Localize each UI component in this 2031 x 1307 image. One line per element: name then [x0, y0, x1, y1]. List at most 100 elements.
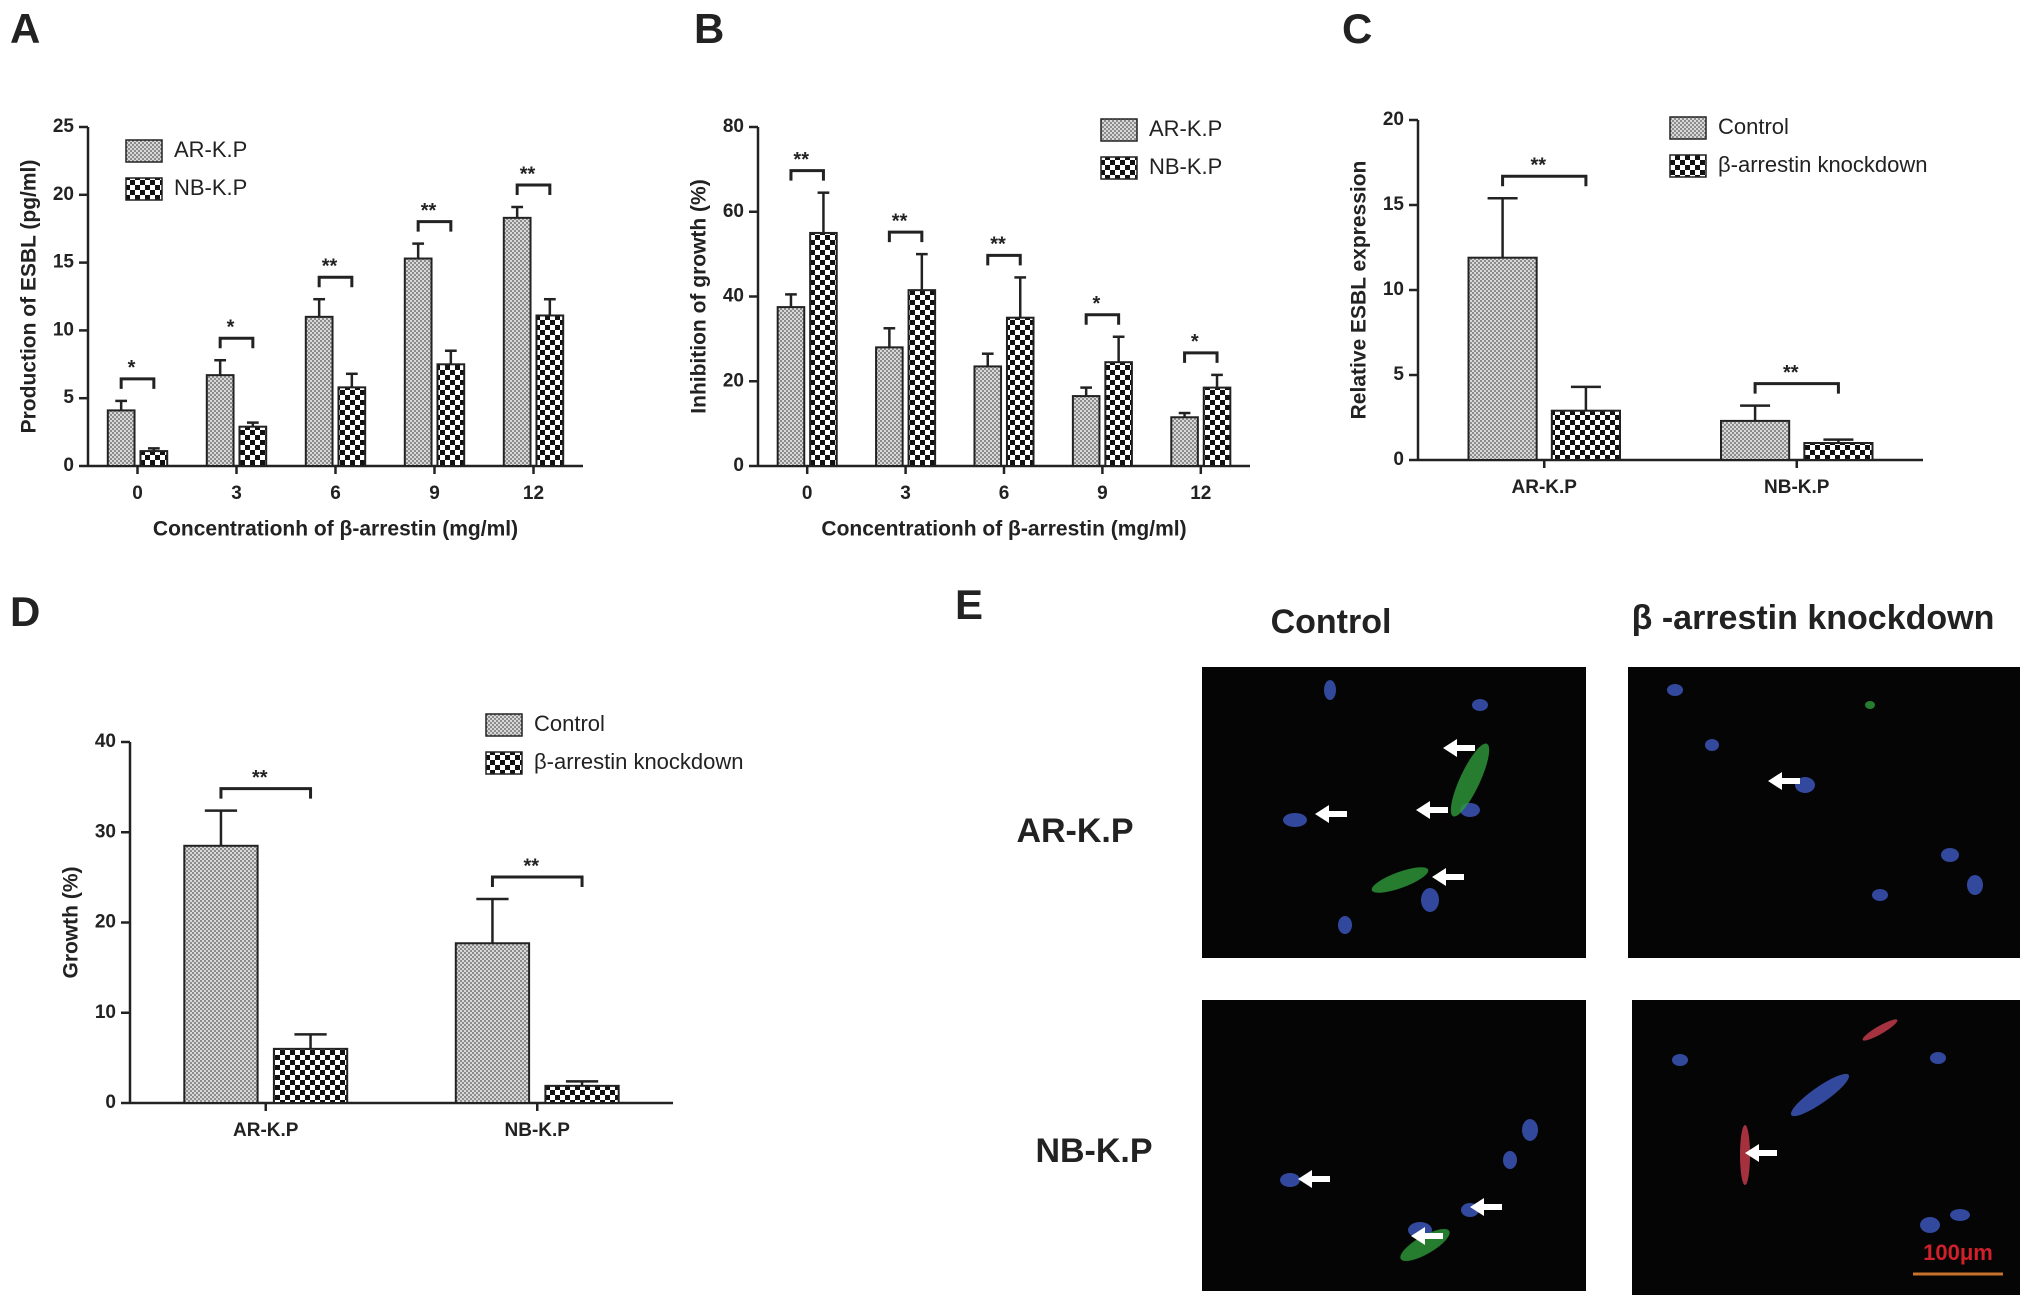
- bar: [238, 425, 268, 467]
- row-title: AR-K.P: [1016, 812, 1133, 850]
- legend-label: AR-K.P: [174, 137, 247, 162]
- significance-bracket: [515, 183, 552, 196]
- significance-bracket: [789, 169, 825, 181]
- x-tick-label: AR-K.P: [233, 1120, 299, 1141]
- error-bar: [204, 809, 238, 846]
- bar: [337, 386, 367, 467]
- bar: [809, 231, 838, 467]
- bar: [544, 1084, 620, 1105]
- error-bar: [915, 252, 928, 291]
- bar: [1550, 409, 1621, 462]
- bar: [1720, 419, 1791, 461]
- x-tick-label: 0: [802, 483, 813, 504]
- error-bar: [565, 1080, 599, 1086]
- micrograph: [1202, 1000, 1586, 1291]
- error-bar: [1112, 335, 1125, 363]
- y-axis-label: Inhibition of growth (%): [688, 179, 711, 413]
- bar: [1005, 316, 1035, 467]
- error-bar: [1570, 385, 1601, 411]
- stain: [1740, 1019, 1898, 1185]
- significance-label: **: [523, 855, 539, 877]
- x-tick-label: 6: [999, 483, 1010, 504]
- bar: [403, 257, 433, 468]
- bar: [776, 306, 806, 467]
- column-title: β -arrestin knockdown: [1632, 599, 1995, 637]
- error-bar: [294, 1033, 327, 1049]
- micrograph: [1202, 667, 1586, 958]
- legend-swatch: [485, 751, 523, 775]
- x-tick-label: 6: [330, 483, 341, 504]
- y-axis-label: Growth (%): [60, 867, 83, 979]
- error-bar: [817, 191, 830, 233]
- bar: [205, 374, 235, 468]
- bar-chart: A 0 5 10 15 20 25 Production of ESBL (pg/ml) Con…: [10, 5, 583, 541]
- panel-label: A: [10, 5, 40, 52]
- bar: [304, 315, 334, 467]
- legend-label: Control: [1718, 114, 1789, 139]
- panel-label: C: [1342, 5, 1372, 52]
- bar: [436, 363, 466, 467]
- bar: [535, 314, 565, 468]
- error-bar: [785, 293, 797, 308]
- y-tick-label: 15: [1383, 194, 1405, 215]
- y-tick-label: 10: [95, 1002, 116, 1023]
- error-bar: [1211, 373, 1223, 388]
- y-tick-label: 20: [723, 370, 744, 391]
- significance-bracket: [490, 875, 584, 888]
- bar: [907, 289, 937, 467]
- y-tick-label: 0: [105, 1092, 116, 1113]
- legend-label: NB-K.P: [174, 175, 247, 200]
- panel-label: B: [694, 5, 724, 52]
- significance-label: **: [520, 163, 536, 185]
- x-tick-label: NB-K.P: [1764, 477, 1830, 498]
- bar: [106, 409, 136, 467]
- error-bar: [412, 242, 425, 259]
- y-tick-label: 20: [95, 912, 116, 933]
- bar: [139, 450, 169, 468]
- error-bar: [1080, 386, 1093, 397]
- column-title: Control: [1271, 603, 1392, 641]
- bar: [454, 942, 531, 1104]
- arrows: [1298, 739, 1800, 1245]
- y-tick-label: 0: [1393, 449, 1404, 470]
- x-tick-label: 12: [1190, 483, 1211, 504]
- micrograph: [1628, 667, 2020, 958]
- x-tick-label: NB-K.P: [505, 1120, 571, 1141]
- error-bar: [1178, 411, 1191, 418]
- error-bar: [147, 447, 160, 452]
- error-bar: [345, 372, 358, 388]
- error-bar: [444, 349, 457, 365]
- error-bar: [1014, 276, 1027, 318]
- y-tick-label: 15: [53, 252, 75, 273]
- y-tick-label: 40: [95, 731, 116, 752]
- bar: [1803, 442, 1874, 461]
- y-tick-label: 10: [53, 319, 74, 340]
- y-tick-label: 80: [723, 116, 744, 137]
- error-bar: [313, 297, 326, 317]
- x-axis-label: Concentrationh of β-arrestin (mg/ml): [821, 518, 1186, 541]
- micrograph: [1632, 1000, 2020, 1295]
- legend-swatch: [125, 177, 163, 201]
- y-axis-label: Production of ESBL (pg/ml): [18, 160, 41, 434]
- significance-label: *: [128, 357, 136, 379]
- panel-label: D: [10, 588, 40, 635]
- y-tick-label: 0: [733, 455, 744, 476]
- bar: [1467, 256, 1538, 462]
- y-tick-label: 5: [1393, 364, 1404, 385]
- x-tick-label: 9: [429, 483, 440, 504]
- significance-label: **: [1530, 154, 1546, 176]
- bar: [1170, 416, 1199, 467]
- error-bar: [214, 358, 227, 376]
- x-tick-label: 0: [132, 483, 143, 504]
- x-tick-label: 3: [900, 483, 911, 504]
- bar-chart: D 0 10 20 30 40 Growth (%) AR-K.P ** NB-K.P ** Cont…: [10, 588, 744, 1141]
- significance-label: **: [892, 210, 908, 232]
- x-axis-label: Concentrationh of β-arrestin (mg/ml): [153, 518, 518, 541]
- error-bar: [476, 897, 509, 944]
- legend-label: β-arrestin knockdown: [1718, 152, 1928, 177]
- significance-bracket: [887, 230, 924, 243]
- significance-label: **: [1783, 362, 1799, 384]
- bar-chart: C 0 5 10 15 20 Relative ESBL expression AR-K.P *…: [1342, 5, 1928, 498]
- error-bar: [511, 205, 524, 218]
- error-bar: [883, 327, 896, 348]
